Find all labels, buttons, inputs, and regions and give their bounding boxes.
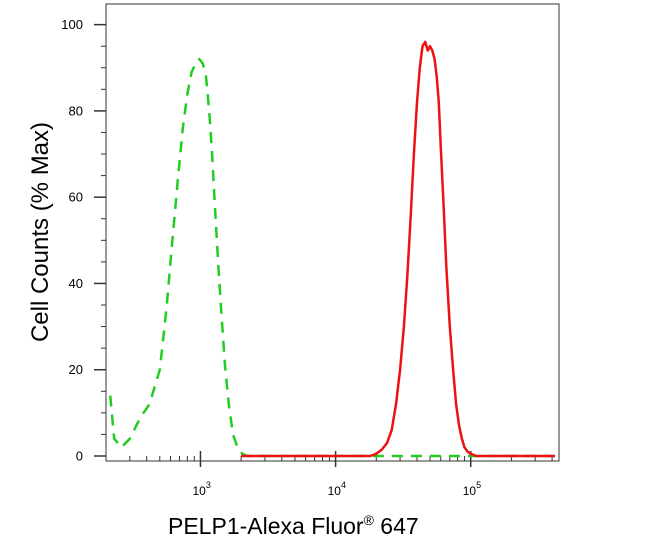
y-tick-label: 40 xyxy=(69,276,83,291)
x-tick-label-base: 10 xyxy=(463,484,477,498)
series-line-2 xyxy=(241,40,555,458)
x-tick-label: 103 xyxy=(192,480,210,498)
y-axis: 0 20 40 60 80 100 xyxy=(61,17,106,464)
y-axis-label: Cell Counts (% Max) xyxy=(27,122,54,342)
y-tick-label: 20 xyxy=(69,362,83,377)
x-tick-label-exponent: 3 xyxy=(206,480,211,490)
y-tick-label: 80 xyxy=(69,103,83,118)
x-tick-label-base: 10 xyxy=(328,484,342,498)
x-axis: 103 104 105 xyxy=(105,451,553,498)
x-tick-label-exponent: 4 xyxy=(341,480,346,490)
x-tick-label-base: 10 xyxy=(192,484,206,498)
plot-frame xyxy=(105,3,560,462)
x-tick-label: 105 xyxy=(463,480,481,498)
x-axis-label: PELP1-Alexa Fluor® 647 xyxy=(168,512,419,539)
series-layer xyxy=(108,40,555,458)
y-tick-label: 0 xyxy=(76,449,83,464)
x-axis-label-suffix: 647 xyxy=(374,513,419,539)
series-line-1 xyxy=(108,57,555,458)
y-tick-label: 60 xyxy=(69,190,83,205)
x-tick-label: 104 xyxy=(328,480,346,498)
y-tick-label: 100 xyxy=(61,17,83,32)
x-axis-label-main: PELP1-Alexa Fluor xyxy=(168,513,364,539)
x-tick-label-exponent: 5 xyxy=(476,480,481,490)
x-axis-label-registered: ® xyxy=(364,512,375,528)
